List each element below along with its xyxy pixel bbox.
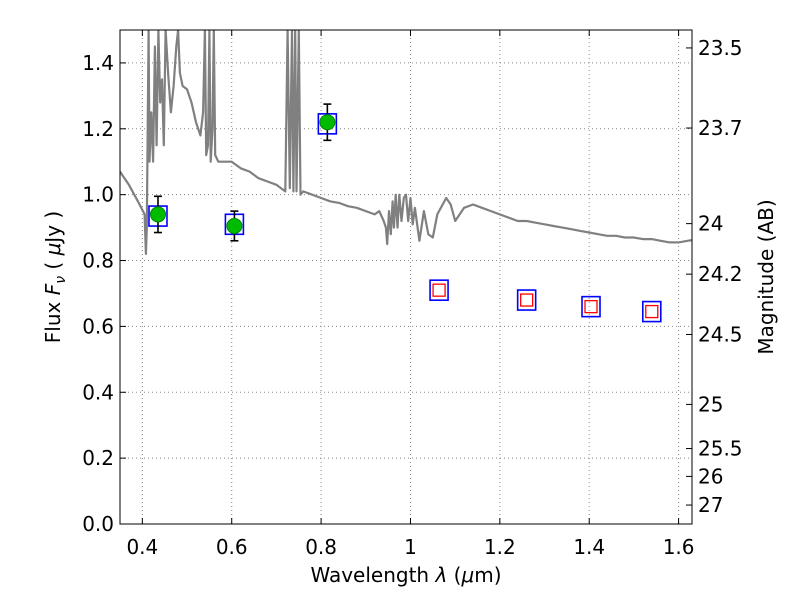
x-axis-label: Wavelength λ (μm) <box>310 563 501 587</box>
predicted-box-outer <box>581 295 601 318</box>
x-tick-label: 0.6 <box>216 535 248 559</box>
x-axis-label-symbol: λ <box>434 563 447 587</box>
y-tick-label: 0.8 <box>82 249 114 273</box>
predicted-box-inner <box>432 283 446 297</box>
x-tick-label: 0.8 <box>305 535 337 559</box>
x-axis-label-unit-open: ( <box>447 563 461 587</box>
observed-point <box>319 114 336 131</box>
marker-layer <box>148 103 662 323</box>
predicted-box-inner <box>645 304 659 319</box>
y-axis-label-unit-open: ( <box>41 255 65 276</box>
x-axis-label-unit-prefix: μ <box>460 563 474 587</box>
y-axis-label-unit: Jy ) <box>41 211 65 245</box>
y-tick-label: 0.2 <box>82 446 114 470</box>
magnitude-tick-label: 23.7 <box>698 116 743 140</box>
magnitude-tick-label: 24 <box>698 212 723 236</box>
predicted-box-inner <box>520 293 534 307</box>
magnitude-tick-label: 23.5 <box>698 36 743 60</box>
model-spectrum-layer <box>120 30 692 255</box>
x-axis-label-unit: m) <box>474 563 501 587</box>
tick-layer: 0.4 0.6 0.8 1 1.2 1.4 1.6 0.0 0.2 0.4 0.6 0.8 1.0 1.2… <box>82 30 743 559</box>
x-tick-label: 1.2 <box>484 535 516 559</box>
axis-label-layer: Wavelength λ (μm)Flux Fν ( μJy ) Magnitud… <box>41 199 778 587</box>
magnitude-tick-label: 26 <box>698 464 723 488</box>
y2-axis-label: Magnitude (AB) <box>754 199 778 354</box>
magnitude-tick-label: 24.2 <box>698 262 743 286</box>
observed-point <box>226 217 243 234</box>
y-tick-label: 0.0 <box>82 512 114 536</box>
y-axis-label: Flux Fν ( μJy ) <box>41 211 69 343</box>
magnitude-tick-label: 25.5 <box>698 437 743 461</box>
x-tick-label: 0.4 <box>126 535 158 559</box>
y-axis-label-subscript: ν <box>53 276 69 284</box>
observed-point <box>149 206 166 223</box>
y-axis-label-name: Flux <box>41 295 65 343</box>
y-tick-label: 0.6 <box>82 314 114 338</box>
x-tick-label: 1 <box>404 535 417 559</box>
y-axis-label-symbol: F <box>41 283 65 295</box>
predicted-box-outer <box>641 300 662 323</box>
magnitude-tick-label: 24.5 <box>698 322 743 346</box>
plot-frame <box>119 29 693 525</box>
model-spectrum-line <box>120 30 692 255</box>
y-tick-label: 1.2 <box>82 117 114 141</box>
x-tick-label: 1.4 <box>573 535 605 559</box>
predicted-box-inner <box>584 299 598 314</box>
y-tick-label: 1.0 <box>82 183 114 207</box>
y-tick-label: 0.4 <box>82 380 114 404</box>
predicted-box-outer <box>429 279 449 301</box>
x-tick-label: 1.6 <box>663 535 695 559</box>
y-axis-label-unit-prefix: μ <box>41 243 65 257</box>
predicted-box-outer <box>516 289 537 311</box>
magnitude-tick-label: 27 <box>698 493 723 517</box>
y-tick-label: 1.4 <box>82 51 114 75</box>
x-axis-label-name: Wavelength <box>310 563 435 587</box>
magnitude-tick-label: 25 <box>698 392 723 416</box>
